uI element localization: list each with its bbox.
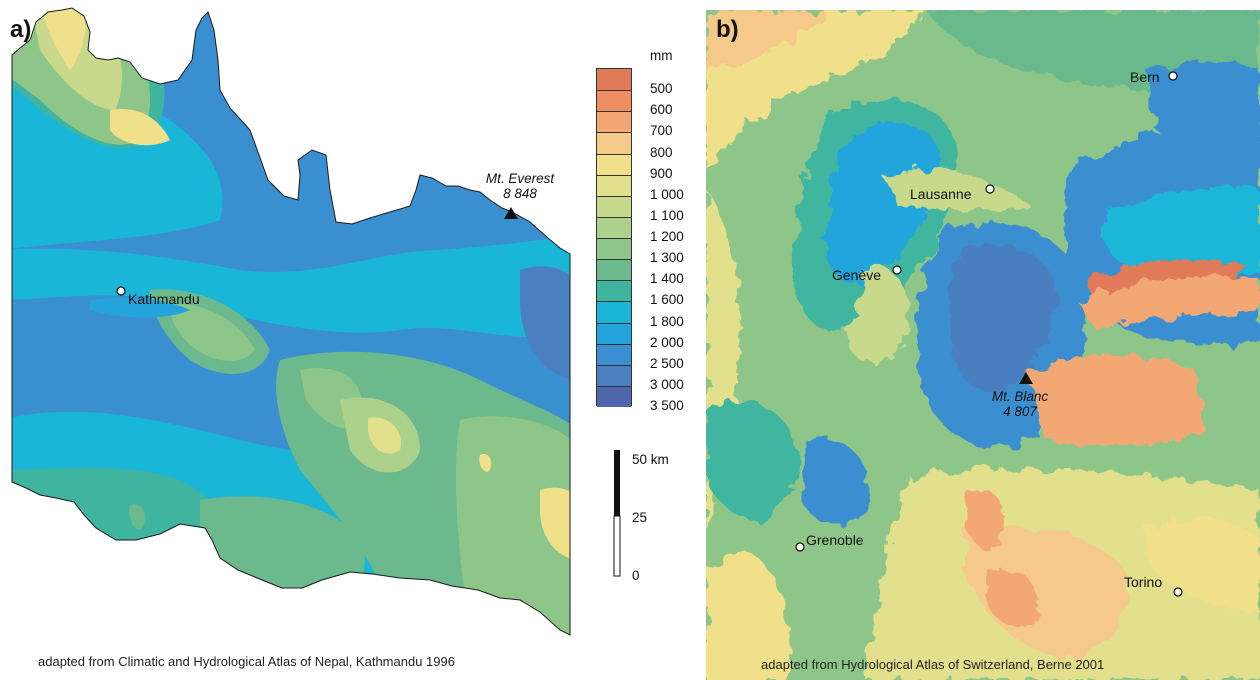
- legend-swatch: [597, 111, 631, 133]
- legend-swatch: [597, 301, 631, 323]
- legend-swatch: [597, 195, 631, 217]
- legend-swatch: [597, 364, 631, 386]
- legend-swatch: [597, 132, 631, 154]
- scale-25: 25: [632, 510, 648, 525]
- alps-precipitation-map: [706, 10, 1260, 680]
- legend-swatch: [597, 322, 631, 344]
- everest-elevation: 8 848: [503, 186, 537, 201]
- kathmandu-label: Kathmandu: [128, 291, 200, 307]
- geneve-label: Genève: [832, 267, 882, 283]
- mont-blanc-name: Mt. Blanc: [991, 389, 1049, 404]
- legend-unit: mm: [650, 48, 673, 63]
- legend-class-label: 1 400: [650, 271, 684, 287]
- mont-blanc-peak-icon: [1019, 372, 1033, 384]
- scale-bar: [613, 450, 621, 577]
- legend-class-label: 1 600: [650, 292, 684, 308]
- torino-marker: [1173, 587, 1183, 597]
- legend-class-label: 3 000: [650, 376, 684, 392]
- legend-class-label: 700: [650, 123, 673, 139]
- legend-swatch: [597, 238, 631, 260]
- legend-swatch: [597, 343, 631, 365]
- everest-label: Mt. Everest 8 848: [470, 171, 570, 201]
- everest-peak-icon: [504, 207, 518, 219]
- legend-class-label: 1 800: [650, 313, 684, 329]
- legend-class-label: 1 100: [650, 207, 684, 223]
- legend-class-label: 500: [650, 81, 673, 97]
- bern-label: Bern: [1130, 69, 1160, 85]
- lausanne-marker: [985, 184, 995, 194]
- legend-swatch: [597, 259, 631, 281]
- mont-blanc-label: Mt. Blanc 4 807: [970, 389, 1070, 419]
- legend-swatch: [597, 280, 631, 302]
- torino-label: Torino: [1124, 574, 1163, 590]
- panel-b-label: b): [716, 16, 739, 43]
- legend-swatch: [597, 153, 631, 175]
- panel-b-credit: adapted from Hydrological Atlas of Switz…: [761, 657, 1105, 672]
- scale-50km: 50 km: [632, 452, 669, 467]
- nepal-border: [11, 7, 571, 636]
- legend-class-label: 2 500: [650, 355, 684, 371]
- nepal-precipitation-map: [11, 7, 571, 636]
- legend-class-label: 900: [650, 165, 673, 181]
- legend-class-label: 800: [650, 144, 673, 160]
- legend-class-label: 1 000: [650, 186, 684, 202]
- legend-swatch: [597, 174, 631, 196]
- legend-swatch: [597, 69, 631, 91]
- legend-swatch: [597, 216, 631, 238]
- legend-class-label: 2 000: [650, 334, 684, 350]
- mont-blanc-elevation: 4 807: [1003, 404, 1037, 419]
- legend-swatch: [597, 385, 631, 407]
- precipitation-legend: [596, 68, 632, 407]
- panel-a-label: a): [10, 16, 32, 43]
- kathmandu-marker: [116, 286, 126, 296]
- panel-a-credit: adapted from Climatic and Hydrological A…: [38, 654, 455, 669]
- everest-name: Mt. Everest: [485, 171, 555, 186]
- legend-class-label: 1 300: [650, 250, 684, 266]
- bern-marker: [1168, 71, 1178, 81]
- geneve-marker: [892, 265, 902, 275]
- lausanne-label: Lausanne: [910, 186, 972, 202]
- legend-class-label: 1 200: [650, 229, 684, 244]
- grenoble-marker: [795, 542, 805, 552]
- scale-0: 0: [632, 568, 640, 583]
- legend-class-label: 3 500: [650, 398, 684, 413]
- legend-class-label: 600: [650, 102, 673, 118]
- grenoble-label: Grenoble: [806, 532, 864, 548]
- legend-swatch: [597, 90, 631, 112]
